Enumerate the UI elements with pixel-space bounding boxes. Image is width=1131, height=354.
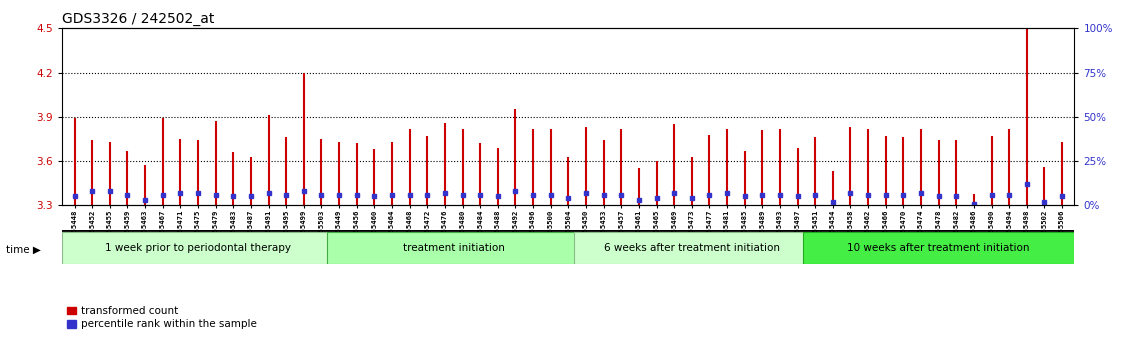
Bar [573, 232, 810, 264]
Bar [62, 232, 334, 264]
Bar [803, 232, 1074, 264]
Legend: transformed count, percentile rank within the sample: transformed count, percentile rank withi… [68, 306, 257, 329]
Text: 10 weeks after treatment initiation: 10 weeks after treatment initiation [847, 242, 1030, 253]
Text: 6 weeks after treatment initiation: 6 weeks after treatment initiation [604, 242, 779, 253]
Bar [327, 232, 580, 264]
Text: GDS3326 / 242502_at: GDS3326 / 242502_at [62, 12, 215, 26]
Text: 1 week prior to periodontal therapy: 1 week prior to periodontal therapy [105, 242, 291, 253]
Text: time ▶: time ▶ [6, 245, 41, 255]
Text: treatment initiation: treatment initiation [403, 242, 504, 253]
